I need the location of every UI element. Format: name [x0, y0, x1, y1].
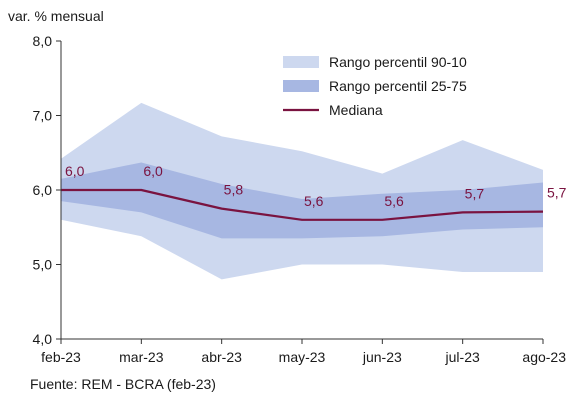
legend-label: Rango percentil 90-10 [329, 54, 467, 70]
x-tick-label: ago-23 [522, 349, 566, 365]
axes-layer: 4,0 5,0 6,0 7,0 8,0 feb-23 mar-23 abr-23 may-23 j… [33, 33, 567, 365]
y-tick-label: 4,0 [33, 331, 53, 347]
median-layer [61, 188, 544, 221]
band-p25-75 [61, 162, 543, 239]
data-label: 5,7 [547, 185, 567, 201]
x-tick-label: feb-23 [41, 349, 81, 365]
x-tick-label: jul-23 [445, 349, 480, 365]
data-label: 5,6 [384, 193, 404, 209]
data-label: 6,0 [65, 163, 85, 179]
data-label: 5,6 [304, 193, 324, 209]
x-tick-label: abr-23 [201, 349, 242, 365]
data-label: 5,8 [224, 182, 244, 198]
legend-label: Rango percentil 25-75 [329, 78, 467, 94]
y-axis-unit-label: var. % mensual [8, 8, 104, 24]
legend-swatch [283, 80, 319, 92]
y-tick-label: 6,0 [33, 182, 53, 198]
y-tick-label: 5,0 [33, 257, 53, 273]
y-tick-label: 8,0 [33, 33, 53, 49]
legend-label: Mediana [329, 102, 383, 118]
median-line [61, 188, 544, 221]
data-label: 6,0 [143, 163, 163, 179]
y-tick-label: 7,0 [33, 108, 53, 124]
source-note: Fuente: REM - BCRA (feb-23) [30, 376, 216, 392]
x-tick-label: may-23 [279, 349, 326, 365]
legend: Rango percentil 90-10 Rango percentil 25-… [283, 54, 467, 118]
band-p90-10 [61, 102, 543, 280]
x-tick-label: mar-23 [119, 349, 164, 365]
data-label: 5,7 [465, 185, 485, 201]
bands-layer [61, 102, 543, 280]
x-tick-label: jun-23 [362, 349, 402, 365]
legend-swatch [283, 56, 319, 68]
data-labels-layer: 6,0 6,0 5,8 5,6 5,6 5,7 5,7 [65, 163, 567, 209]
